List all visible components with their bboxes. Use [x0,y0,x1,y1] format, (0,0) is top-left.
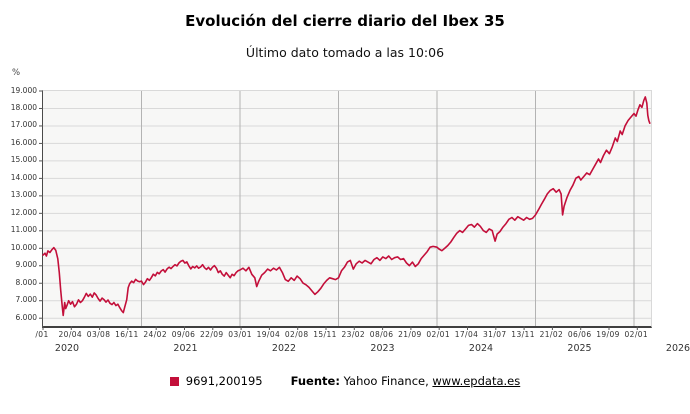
year-label: 2022 [271,343,297,354]
year-label: 2024 [468,343,494,354]
year-label: 2026 [665,343,690,354]
x-axis-years: 2020 2021 2022 2023 2024 2025 2026 [0,343,690,356]
x-axis: /01 20/04 03/08 16/11 24/02 09/06 22/09 03/01 19… [0,330,690,342]
x-tick-label: 17/04 [454,330,479,339]
legend-series-label: 9691,200195 [185,374,263,388]
y-tick-label: 8.000 [15,277,37,287]
source-link[interactable]: www.epdata.es [432,374,521,388]
x-tick-label: /01 [35,330,49,339]
y-tick-label: 14.000 [10,172,37,182]
year-label: 2023 [370,343,395,354]
year-label: 2021 [173,343,198,354]
chart-subtitle: Último dato tomado a las 10:06 [245,45,445,60]
x-tick-label: 16/11 [115,330,139,339]
x-tick-label: 15/11 [313,330,337,339]
x-tick-label: 19/09 [596,330,620,339]
page-title: Evolución del cierre diario del Ibex 35 [185,12,505,30]
x-tick-label: 02/01 [624,330,649,339]
y-tick-label: 13.000 [10,190,37,200]
x-tick-label: 31/07 [482,330,507,339]
x-tick-label: 08/06 [369,330,394,339]
y-axis-unit-label: % [12,68,21,78]
x-tick-label: 13/11 [511,330,535,339]
source-text: Yahoo Finance, [339,374,433,388]
y-tick-label: 19.000 [10,85,37,95]
y-tick-label: 15.000 [10,155,37,165]
legend-marker-icon [169,376,179,386]
x-tick-label: 20/04 [58,330,83,339]
y-tick-label: 10.000 [10,242,37,252]
x-tick-label: 03/01 [228,330,252,339]
y-tick-label: 18.000 [10,102,37,112]
x-tick-label: 24/02 [143,330,167,339]
x-tick-label: 19/04 [256,330,281,339]
plot-area [39,90,652,330]
y-tick-label: 12.000 [10,207,37,217]
y-tick-label: 17.000 [10,120,37,130]
x-tick-label: 02/01 [426,330,450,339]
chart-svg [39,90,651,330]
source-label: Fuente: [290,374,340,388]
x-tick-label: 23/02 [341,330,366,339]
x-tick-label: 02/08 [284,330,309,339]
y-tick-label: 7.000 [15,295,37,305]
x-tick-label: 21/09 [398,330,422,339]
y-tick-label: 11.000 [10,225,37,235]
x-tick-label: 21/02 [539,330,564,339]
y-tick-label: 9.000 [15,260,37,270]
y-tick-label: 6.000 [15,312,37,322]
y-axis: 19.000 18.000 17.000 16.000 15.000 14.000 13.0… [0,86,37,330]
legend: 9691,200195 Fuente: Yahoo Finance, www.e… [0,374,690,388]
x-tick-label: 03/08 [86,330,111,339]
x-tick-label: 09/06 [171,330,196,339]
y-tick-label: 16.000 [10,137,37,147]
year-label: 2025 [567,343,592,354]
x-tick-label: 06/06 [567,330,592,339]
x-tick-label: 22/09 [199,330,224,339]
ibex-close-line [42,96,651,317]
source-attribution: Fuente: Yahoo Finance, www.epdata.es [291,374,521,388]
year-label: 2020 [54,343,80,354]
